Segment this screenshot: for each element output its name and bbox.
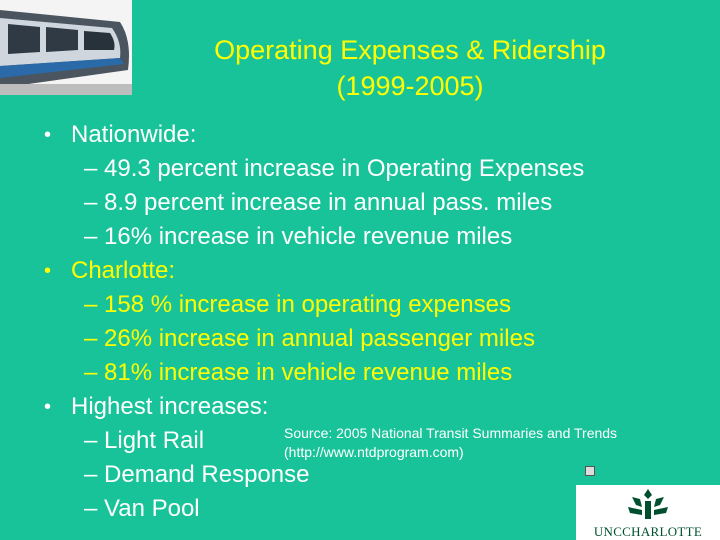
sub-bullet: – 81% increase in vehicle revenue miles (84, 359, 513, 386)
sub-bullet: – 26% increase in annual passenger miles (84, 325, 535, 352)
source-citation: Source: 2005 National Transit Summaries … (284, 424, 617, 462)
crown-icon (628, 489, 668, 519)
sub-bullet: – 158 % increase in operating expenses (84, 291, 511, 318)
bullet-heading: Charlotte: (71, 257, 176, 284)
slide-body: • Nationwide: – 49.3 percent increase in… (0, 118, 720, 526)
source-line-2: (http://www.ntdprogram.com) (284, 444, 464, 460)
title-line-1: Operating Expenses & Ridership (214, 35, 606, 65)
sub-bullet: – 49.3 percent increase in Operating Exp… (84, 155, 585, 182)
bullet-icon: • (44, 124, 52, 146)
light-rail-train-image (0, 0, 132, 95)
sound-icon[interactable] (585, 466, 595, 476)
bullet-heading: Highest increases: (71, 393, 269, 420)
bullet-charlotte: • Charlotte: (0, 254, 720, 288)
unc-charlotte-crown-logo: UNCCHARLOTTE (576, 485, 720, 540)
source-line-1: Source: 2005 National Transit Summaries … (284, 425, 618, 441)
bullet-icon: • (44, 260, 52, 282)
bullet-heading: Nationwide: (71, 121, 197, 148)
title-line-2: (1999-2005) (336, 71, 484, 101)
bullet-nationwide: • Nationwide: (0, 118, 720, 152)
sub-bullet: – Demand Response (84, 461, 310, 488)
sub-bullet: – 16% increase in vehicle revenue miles (84, 223, 513, 250)
sub-bullet: – 8.9 percent increase in annual pass. m… (84, 189, 553, 216)
slide-title: Operating Expenses & Ridership (1999-200… (150, 32, 670, 104)
sub-bullet: – Light Rail (84, 427, 205, 454)
bullet-icon: • (44, 396, 52, 418)
bullet-highest-increases: • Highest increases: (0, 390, 720, 424)
sub-bullet: – Van Pool (84, 495, 200, 522)
logo-wordmark: UNCCHARLOTTE (593, 524, 703, 539)
